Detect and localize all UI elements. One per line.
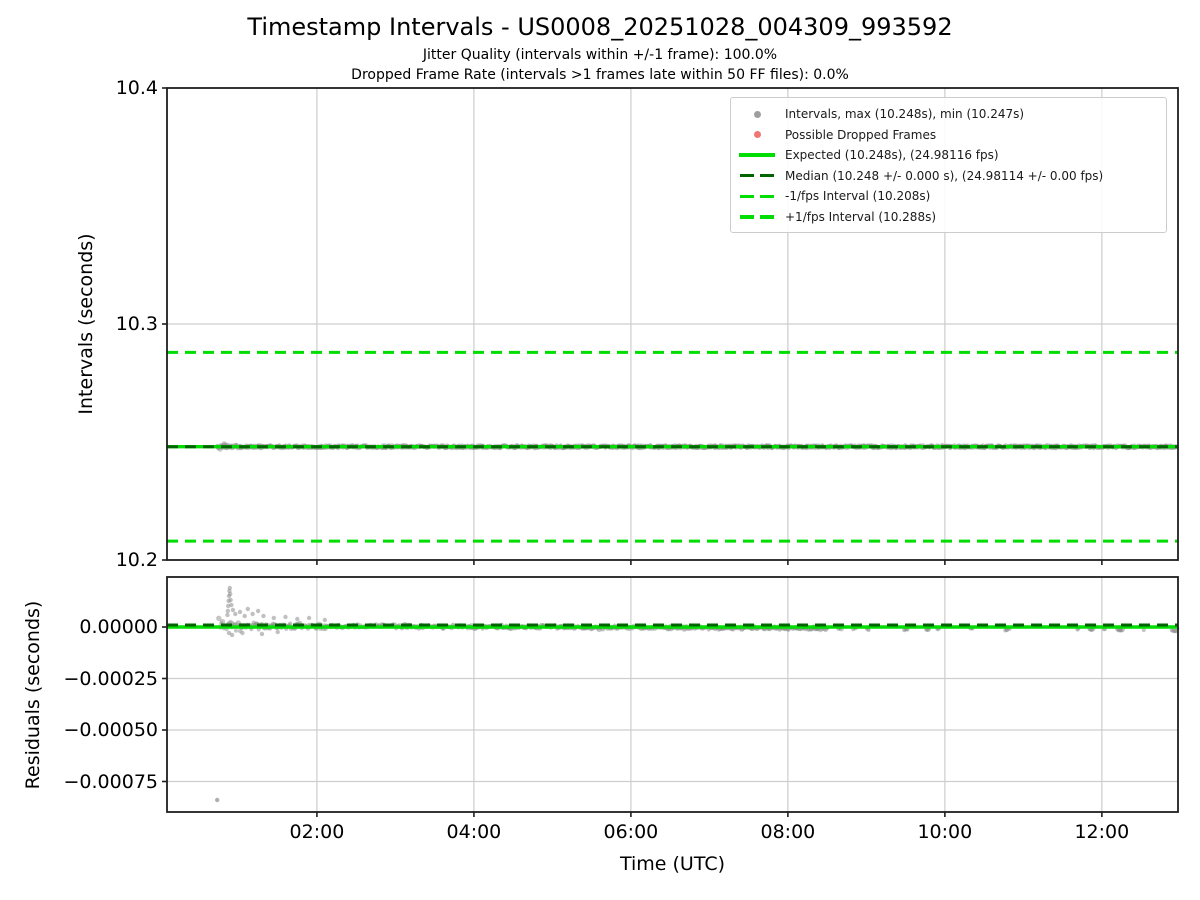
scatter-point (307, 616, 311, 620)
scatter-point (295, 617, 299, 621)
legend-item: Intervals, max (10.248s), min (10.247s) (739, 104, 1158, 124)
scatter-point (234, 629, 238, 633)
scatter-point (231, 608, 235, 612)
figure: Timestamp Intervals - US0008_20251028_00… (0, 0, 1200, 900)
dash-segment-icon (740, 174, 754, 177)
scatter-point (215, 798, 219, 802)
x-tick-label: 12:00 (1057, 820, 1147, 844)
legend-dashed-line-icon (739, 174, 775, 177)
legend-item-label: Expected (10.248s), (24.98116 fps) (785, 148, 999, 162)
legend-item: Possible Dropped Frames (739, 125, 1158, 145)
legend-dot-marker-icon (739, 111, 775, 118)
dash-segment-icon (740, 215, 754, 218)
x-tick-label: 04:00 (429, 820, 519, 844)
scatter-point (272, 616, 276, 620)
dot-icon (754, 131, 761, 138)
top-y-tick-label: 10.4 (68, 76, 158, 100)
dash-segment-icon (760, 195, 774, 198)
axes-spine (167, 577, 1178, 812)
legend-item: Median (10.248 +/- 0.000 s), (24.98114 +… (739, 166, 1158, 186)
legend-dashed-line-icon (739, 215, 775, 218)
scatter-point (225, 613, 229, 617)
scatter-point (238, 610, 242, 614)
scatter-point (230, 633, 234, 637)
dash-segment-icon (740, 195, 754, 198)
scatter-point (276, 630, 280, 634)
x-tick-label: 10:00 (900, 820, 990, 844)
legend-item: -1/fps Interval (10.208s) (739, 186, 1158, 206)
bottom-y-tick-label: 0.00000 (48, 615, 158, 639)
x-axis-label: Time (UTC) (167, 852, 1178, 876)
bottom-y-tick-label: −0.00025 (48, 667, 158, 691)
solid-line-icon (739, 153, 775, 157)
scatter-point (228, 598, 232, 602)
residuals-scatter (215, 586, 1179, 802)
bottom-y-axis-label: Residuals (seconds) (21, 545, 45, 845)
scatter-point (246, 607, 250, 611)
dash-segment-icon (760, 215, 774, 218)
top-y-tick-label: 10.3 (68, 312, 158, 336)
x-tick-label: 08:00 (743, 820, 833, 844)
dot-icon (754, 111, 761, 118)
scatter-point (283, 615, 287, 619)
legend: Intervals, max (10.248s), min (10.247s) P… (730, 97, 1167, 233)
scatter-point (288, 622, 292, 626)
scatter-point (256, 609, 260, 613)
scatter-point (260, 632, 264, 636)
top-y-tick-label: 10.2 (68, 548, 158, 572)
scatter-point (261, 614, 265, 618)
bottom-y-tick-label: −0.00075 (48, 770, 158, 794)
dash-segment-icon (760, 174, 774, 177)
scatter-point (243, 614, 247, 618)
legend-dashed-line-icon (739, 195, 775, 198)
scatter-point (228, 592, 232, 596)
scatter-point (226, 609, 230, 613)
legend-item-label: Intervals, max (10.248s), min (10.247s) (785, 107, 1024, 121)
scatter-point (233, 612, 237, 616)
x-tick-label: 02:00 (272, 820, 362, 844)
scatter-point (240, 631, 244, 635)
scatter-point (229, 603, 233, 607)
legend-item-label: -1/fps Interval (10.208s) (785, 189, 930, 203)
legend-item: Expected (10.248s), (24.98116 fps) (739, 145, 1158, 165)
bottom-y-tick-label: −0.00050 (48, 718, 158, 742)
legend-solid-line-icon (739, 153, 775, 157)
x-tick-label: 06:00 (586, 820, 676, 844)
legend-dot-marker-icon (739, 131, 775, 138)
scatter-point (228, 586, 232, 590)
legend-item-label: Possible Dropped Frames (785, 128, 936, 142)
scatter-point (250, 612, 254, 616)
legend-item: +1/fps Interval (10.288s) (739, 207, 1158, 227)
legend-item-label: +1/fps Interval (10.288s) (785, 210, 936, 224)
legend-item-label: Median (10.248 +/- 0.000 s), (24.98114 +… (785, 169, 1103, 183)
scatter-point (323, 618, 327, 622)
